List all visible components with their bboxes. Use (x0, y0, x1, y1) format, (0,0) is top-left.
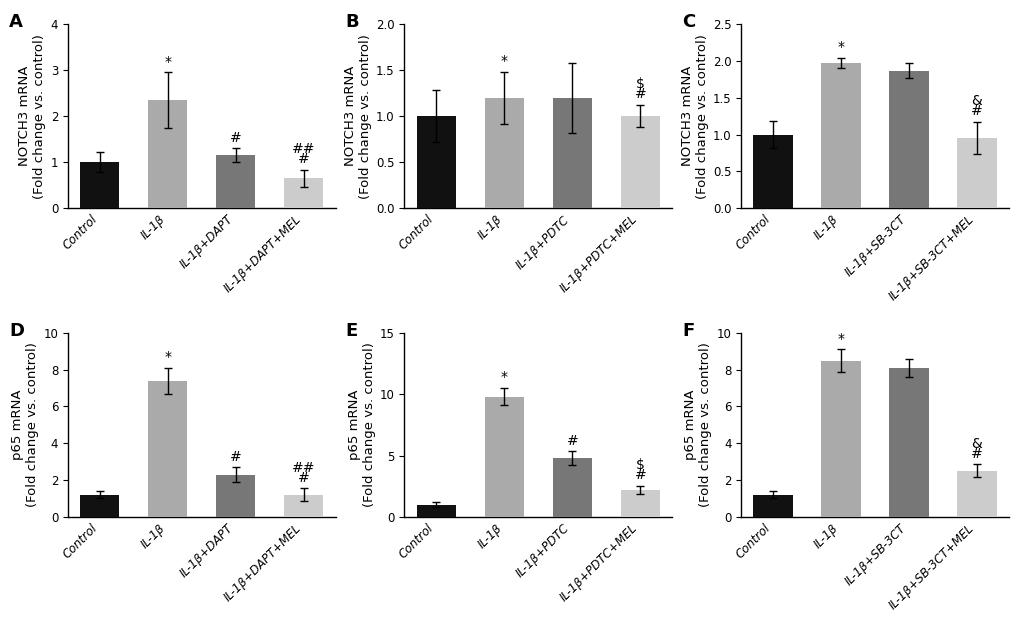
Bar (283, 178, 323, 208)
Y-axis label: p65 mRNA
(Fold change vs. control): p65 mRNA (Fold change vs. control) (11, 343, 39, 507)
Text: *: * (837, 332, 844, 346)
Text: *: * (837, 40, 844, 54)
Y-axis label: p65 mRNA
(Fold change vs. control): p65 mRNA (Fold change vs. control) (347, 343, 375, 507)
Y-axis label: p65 mRNA
(Fold change vs. control): p65 mRNA (Fold change vs. control) (684, 343, 711, 507)
Y-axis label: NOTCH3 mRNA
(Fold change vs. control): NOTCH3 mRNA (Fold change vs. control) (343, 34, 372, 199)
Text: *: * (164, 350, 171, 364)
Y-axis label: NOTCH3 mRNA
(Fold change vs. control): NOTCH3 mRNA (Fold change vs. control) (680, 34, 708, 199)
Bar (620, 490, 659, 517)
Text: #: # (229, 131, 242, 145)
Text: #: # (298, 152, 310, 166)
Bar (79, 495, 119, 517)
Bar (148, 100, 187, 208)
Bar (283, 495, 323, 517)
Bar (79, 162, 119, 208)
Text: C: C (682, 13, 695, 31)
Text: *: * (500, 54, 507, 69)
Text: *: * (164, 55, 171, 69)
Text: #: # (634, 468, 646, 482)
Text: A: A (9, 13, 22, 31)
Text: #: # (566, 434, 578, 447)
Text: #: # (970, 447, 982, 461)
Bar (416, 116, 455, 208)
Text: ##: ## (291, 142, 315, 156)
Text: #: # (970, 105, 982, 118)
Bar (957, 138, 996, 208)
Text: &: & (971, 437, 981, 450)
Bar (552, 458, 591, 517)
Y-axis label: NOTCH3 mRNA
(Fold change vs. control): NOTCH3 mRNA (Fold change vs. control) (18, 34, 47, 199)
Bar (484, 397, 524, 517)
Bar (552, 98, 591, 208)
Bar (753, 495, 792, 517)
Bar (416, 505, 455, 517)
Text: E: E (345, 322, 358, 340)
Text: #: # (634, 87, 646, 102)
Text: #: # (298, 471, 310, 485)
Text: F: F (682, 322, 694, 340)
Bar (484, 98, 524, 208)
Text: ##: ## (291, 460, 315, 475)
Text: $: $ (635, 458, 644, 472)
Bar (216, 475, 255, 517)
Bar (889, 70, 928, 208)
Text: &: & (971, 94, 981, 108)
Bar (216, 155, 255, 208)
Text: D: D (9, 322, 23, 340)
Bar (820, 361, 860, 517)
Bar (753, 135, 792, 208)
Bar (957, 471, 996, 517)
Text: B: B (345, 13, 359, 31)
Bar (889, 368, 928, 517)
Text: $: $ (635, 77, 644, 92)
Bar (820, 63, 860, 208)
Bar (148, 381, 187, 517)
Text: #: # (229, 450, 242, 464)
Bar (620, 116, 659, 208)
Text: *: * (500, 371, 507, 384)
